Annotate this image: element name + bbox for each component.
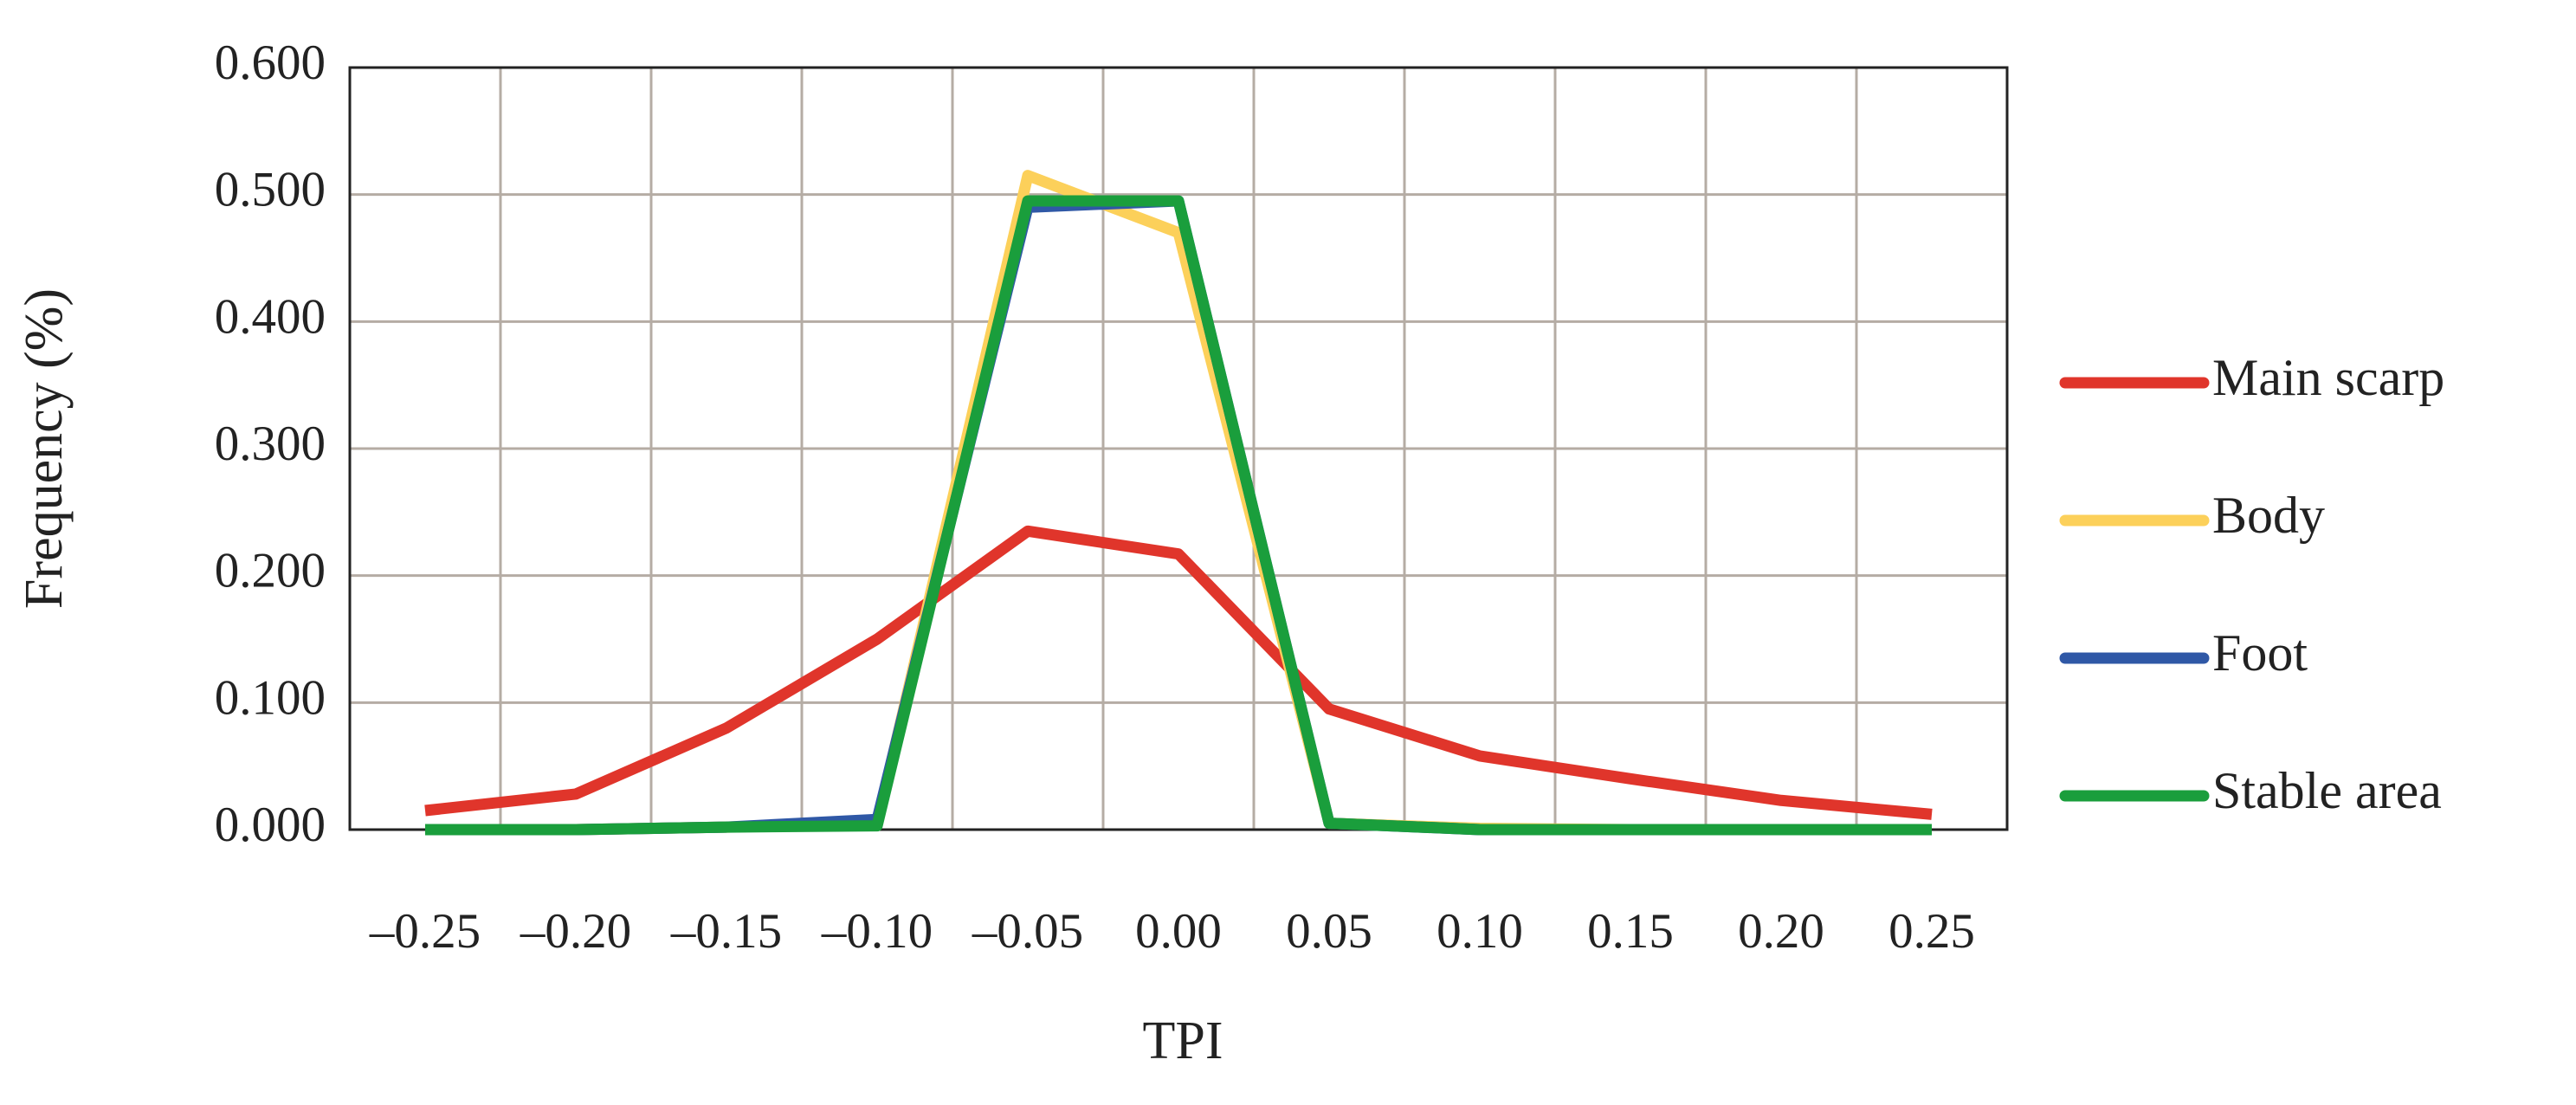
plot-border [348,66,2009,831]
series-line [424,525,1933,820]
x-tick-label: 0.05 [1286,904,1372,959]
legend-label: Body [2212,487,2325,544]
y-tick-label: 0.300 [215,417,326,471]
x-tick-label: –0.10 [821,904,933,959]
x-tick-label: –0.05 [972,904,1083,959]
series-line [425,195,1932,836]
legend-label: Foot [2212,624,2308,682]
x-tick-label: 0.10 [1436,904,1523,959]
y-tick-label: 0.400 [215,289,326,344]
y-axis-title: Frequency (%) [15,288,74,609]
x-tick-label: –0.20 [520,904,631,959]
x-tick-label: –0.15 [670,904,782,959]
legend-label: Stable area [2212,762,2442,819]
legend-label: Main scarp [2212,349,2444,406]
y-tick-label: 0.100 [215,670,326,725]
x-tick-label: –0.25 [369,904,481,959]
y-tick-label: 0.200 [215,544,326,598]
x-axis-title: TPI [1143,1011,1223,1070]
y-tick-label: 0.600 [215,36,326,90]
y-tick-label: 0.500 [215,163,326,217]
x-tick-label: 0.15 [1587,904,1674,959]
x-tick-label: 0.00 [1135,904,1222,959]
x-tick-label: 0.20 [1738,904,1824,959]
x-tick-label: 0.25 [1888,904,1975,959]
y-tick-label: 0.000 [215,798,326,852]
